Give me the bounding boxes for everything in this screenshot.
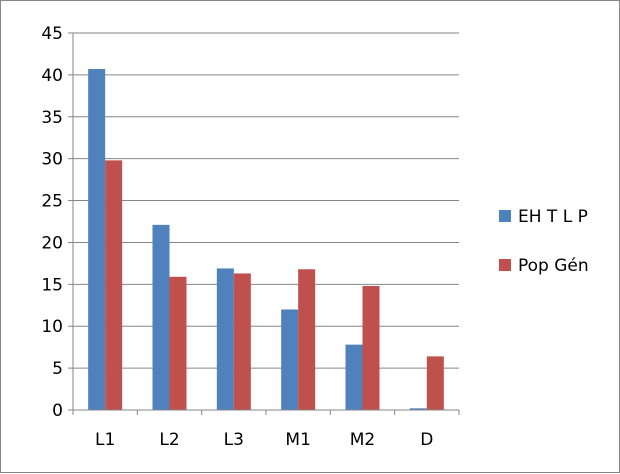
y-axis-tick-labels: 0 5 10 15 20 25 30 35 40 45 bbox=[41, 24, 63, 421]
x-axis-tick-labels: L1 L2 L3 M1 M2 D bbox=[95, 430, 433, 450]
gridlines bbox=[73, 32, 459, 369]
y-tick-label: 45 bbox=[41, 24, 63, 44]
legend-label-1: EH T L P bbox=[518, 207, 588, 227]
bar-series1-M1 bbox=[281, 309, 299, 410]
bar-series2-M1 bbox=[298, 269, 316, 410]
x-tick-label: L2 bbox=[159, 430, 179, 450]
y-tick-label: 0 bbox=[52, 401, 63, 421]
bar-series2-D bbox=[426, 356, 444, 410]
legend-swatch-1 bbox=[499, 210, 511, 222]
y-tick-label: 25 bbox=[41, 192, 63, 212]
y-tick-label: 15 bbox=[41, 275, 63, 295]
y-tick-label: 40 bbox=[41, 66, 63, 86]
bars bbox=[88, 69, 444, 410]
y-tick-label: 5 bbox=[52, 359, 63, 379]
y-tick-label: 10 bbox=[41, 317, 63, 337]
legend-swatch-2 bbox=[499, 259, 511, 271]
x-tick-label: D bbox=[420, 430, 433, 450]
legend-label-2: Pop Gén bbox=[518, 256, 589, 276]
x-tick-label: L1 bbox=[95, 430, 115, 450]
y-tick-label: 20 bbox=[41, 233, 63, 253]
bar-series2-M2 bbox=[362, 286, 380, 410]
legend: EH T L P Pop Gén bbox=[499, 207, 589, 276]
bar-series1-D bbox=[409, 408, 427, 410]
bar-series1-L3 bbox=[216, 268, 234, 410]
y-tick-label: 35 bbox=[41, 108, 63, 128]
bar-series2-L3 bbox=[233, 273, 251, 410]
bar-series1-L2 bbox=[152, 224, 170, 410]
axes bbox=[68, 32, 460, 415]
bar-series1-M2 bbox=[345, 344, 363, 410]
x-tick-label: M2 bbox=[350, 430, 375, 450]
bar-series2-L2 bbox=[169, 276, 187, 410]
x-tick-label: L3 bbox=[224, 430, 244, 450]
x-tick-label: M1 bbox=[285, 430, 310, 450]
bar-series1-L1 bbox=[88, 69, 106, 410]
bar-series2-L1 bbox=[105, 160, 123, 410]
y-tick-label: 30 bbox=[41, 150, 63, 170]
